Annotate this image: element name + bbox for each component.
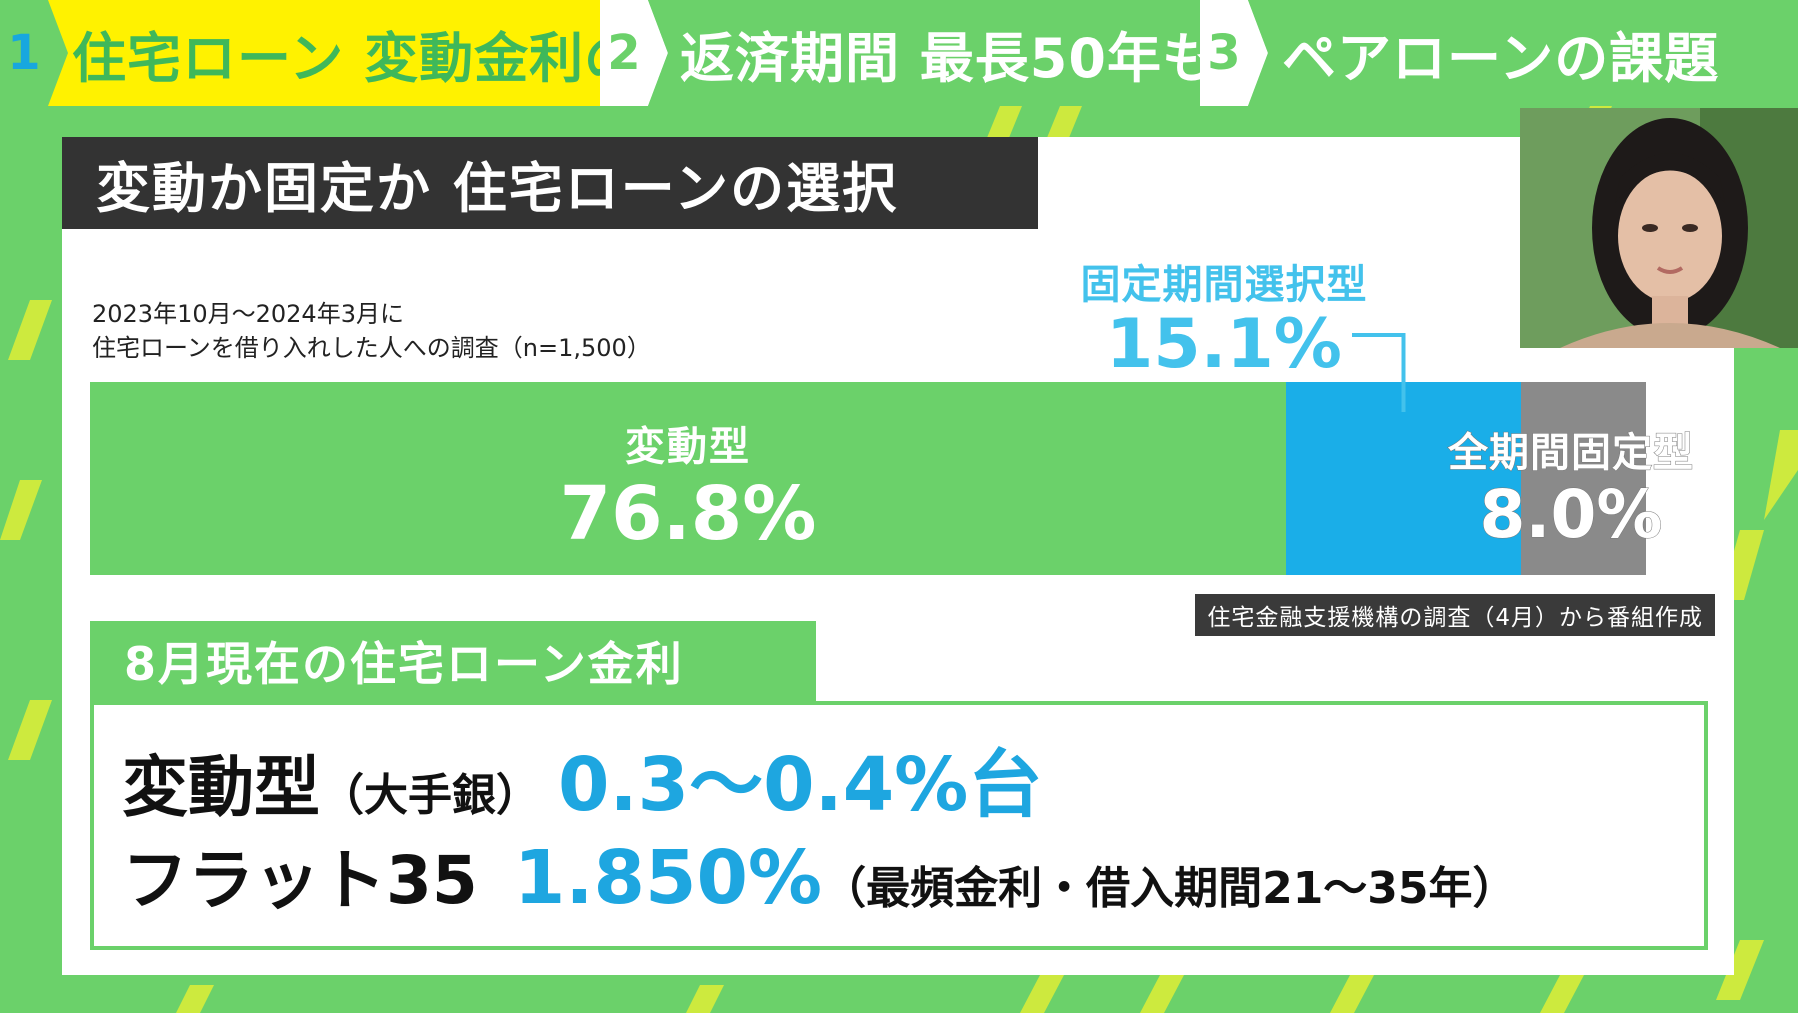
fully-fixed-value-label: 8.0%: [1479, 476, 1663, 553]
fully-fixed-label-group: 全期間固定型 8.0%: [1426, 420, 1716, 553]
tab-1-shape: [0, 0, 600, 106]
survey-target: 住宅ローンを借り入れした人への調査（n=1,500）: [92, 334, 651, 362]
rate-line-variable: 変動型 （大手銀） 0.3～0.4%台: [122, 725, 1042, 832]
bar-segment-fully-fixed: [1521, 382, 1646, 575]
rates-heading: 8月現在の住宅ローン金利: [90, 621, 816, 701]
tab-topic-2[interactable]: 2 返済期間 最長50年も: [600, 0, 1216, 106]
source-note: 住宅金融支援機構の調査（4月）から番組作成: [1195, 594, 1715, 636]
panel-title: 変動か固定か 住宅ローンの選択: [62, 137, 1038, 229]
tab-topic-1[interactable]: 1 住宅ローン 変動金利の動向: [0, 0, 748, 106]
fixed-period-category-label: 固定期間選択型: [1080, 261, 1368, 309]
presenter-image: [1520, 108, 1798, 348]
survey-description: 2023年10月～2024年3月に 住宅ローンを借り入れした人への調査（n=1,…: [92, 297, 651, 365]
variable-label-group: 変動型 76.8%: [90, 414, 1286, 556]
tab-topic-3[interactable]: 3 ペアローンの課題: [1200, 0, 1798, 106]
fully-fixed-category-label: 全期間固定型: [1448, 430, 1694, 477]
rate-flat35-name: フラット35: [122, 842, 478, 919]
bar-segment-fixed-period: [1286, 382, 1521, 575]
tab-3-number: 3: [1207, 25, 1241, 81]
rate-flat35-value: 1.850%: [513, 835, 823, 921]
variable-category-label: 変動型: [625, 424, 751, 470]
rates-box: 変動型 （大手銀） 0.3～0.4%台 フラット35 1.850% （最頻金利・…: [90, 701, 1708, 950]
loan-type-stacked-bar: 変動型 76.8% 全期間固定型 8.0%: [90, 382, 1694, 575]
fixed-period-label-group: 固定期間選択型 15.1%: [1064, 252, 1384, 384]
tab-2-shape: [600, 0, 1200, 106]
rate-variable-value: 0.3～0.4%台: [558, 742, 1043, 828]
rate-variable-note: （大手銀）: [320, 770, 540, 821]
fixed-period-value-label: 15.1%: [1105, 305, 1343, 384]
fixed-period-leader-line: [1352, 333, 1406, 412]
main-panel: 変動か固定か 住宅ローンの選択 2023年10月～2024年3月に 住宅ローンを…: [62, 137, 1734, 975]
tab-2-number: 2: [607, 25, 641, 81]
survey-period: 2023年10月～2024年3月に: [92, 300, 404, 328]
tab-3-label: ペアローンの課題: [1282, 26, 1720, 90]
tab-2-label: 返済期間 最長50年も: [680, 26, 1217, 90]
rate-line-flat35: フラット35 1.850% （最頻金利・借入期間21～35年）: [122, 827, 1517, 923]
rate-flat35-note: （最頻金利・借入期間21～35年）: [822, 863, 1517, 914]
rate-variable-name: 変動型: [122, 749, 320, 826]
bar-segment-variable: 変動型 76.8%: [90, 382, 1286, 575]
topic-tab-bar: 1 住宅ローン 変動金利の動向 2 返済期間 最長50年も 3 ペアローンの課題: [0, 0, 1798, 106]
presenter-video-thumbnail: [1520, 108, 1798, 348]
tab-1-number: 1: [7, 25, 41, 81]
variable-value-label: 76.8%: [559, 471, 817, 557]
tab-3-shape: [1200, 0, 1798, 106]
